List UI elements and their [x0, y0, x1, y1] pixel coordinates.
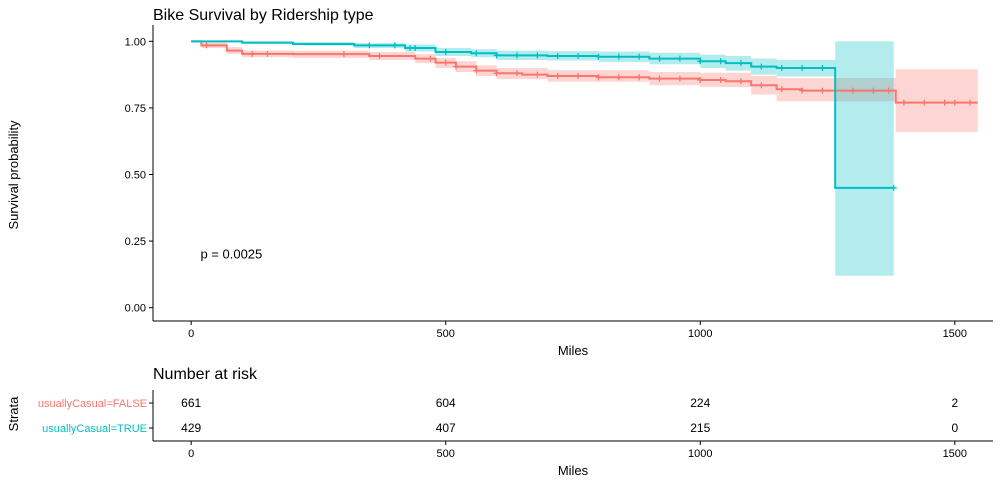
censor-mark — [870, 87, 877, 94]
p-value-annotation: p = 0.0025 — [200, 246, 262, 261]
censor-mark — [799, 87, 806, 94]
y-axis-label: Survival probability — [6, 120, 21, 230]
risk-x-tick-label: 1000 — [688, 448, 712, 460]
confidence-band-0 — [191, 41, 978, 132]
censor-mark — [534, 71, 541, 78]
chart-title: Bike Survival by Ridership type — [153, 7, 374, 24]
x-tick-label: 500 — [437, 328, 455, 340]
x-tick-label: 1500 — [943, 328, 967, 340]
censor-mark — [967, 99, 974, 106]
censor-mark — [656, 75, 663, 82]
risk-count: 604 — [436, 396, 456, 410]
x-axis-label: Miles — [558, 343, 589, 358]
censor-mark — [636, 74, 643, 81]
censor-mark — [376, 52, 383, 59]
risk-x-tick-label: 0 — [188, 448, 194, 460]
censor-mark — [514, 70, 520, 77]
censor-mark — [717, 76, 724, 83]
censor-mark — [442, 48, 449, 55]
censor-mark — [595, 74, 602, 81]
x-tick-label: 0 — [188, 328, 194, 340]
risk-count: 2 — [951, 396, 958, 410]
y-tick-label: 0.75 — [125, 103, 146, 115]
y-tick-label: 0.00 — [125, 303, 146, 315]
censor-mark — [452, 63, 459, 70]
censor-mark — [554, 52, 561, 59]
censor-mark — [717, 58, 724, 65]
risk-table-x-label: Miles — [558, 463, 589, 478]
x-tick-label: 1000 — [688, 328, 712, 340]
censor-mark — [366, 42, 373, 49]
censor-mark — [407, 44, 414, 51]
censor-mark — [697, 58, 704, 65]
risk-table-strata-label: Strata — [6, 396, 21, 431]
censor-mark — [340, 51, 347, 58]
survival-curve-0 — [191, 40, 978, 104]
y-tick-label: 1.00 — [125, 36, 146, 48]
censor-mark — [778, 86, 785, 93]
confidence-band-1 — [191, 41, 894, 276]
survival-curve-1 — [191, 40, 894, 189]
risk-strata-label: usuallyCasual=FALSE — [38, 398, 147, 410]
censor-mark — [442, 59, 449, 66]
censor-mark — [890, 184, 897, 191]
censor-mark — [900, 99, 907, 106]
censor-mark — [615, 53, 622, 60]
censor-mark — [575, 52, 582, 59]
risk-count: 661 — [181, 396, 201, 410]
censor-mark — [778, 64, 785, 71]
censor-mark — [758, 82, 765, 89]
censor-mark — [473, 67, 480, 74]
censor-mark — [738, 60, 744, 67]
risk-table: usuallyCasual=FALSE 661 604 224 2 usuallyCasu… — [38, 390, 993, 460]
censor-mark — [615, 74, 622, 81]
censor-mark — [595, 53, 602, 60]
censor-mark — [412, 44, 419, 51]
censor-mark — [676, 55, 683, 62]
censor-mark — [850, 87, 856, 94]
censor-mark — [941, 99, 948, 106]
censor-mark — [758, 63, 765, 70]
censor-mark — [636, 53, 643, 60]
censor-mark — [676, 75, 683, 82]
risk-count: 215 — [690, 421, 710, 435]
censor-mark — [738, 78, 744, 85]
censor-mark — [514, 52, 520, 59]
censor-mark — [249, 50, 256, 57]
censor-mark — [427, 55, 434, 62]
censor-mark — [656, 55, 663, 62]
censor-mark — [534, 52, 541, 59]
y-tick-label: 0.50 — [125, 170, 146, 182]
censor-mark — [799, 64, 806, 71]
censor-mark — [921, 99, 928, 106]
censor-mark — [819, 87, 826, 94]
plot-area: 0.00 0.25 0.50 0.75 1.00 0 500 1000 1500 — [125, 25, 993, 340]
censor-mark — [493, 52, 500, 59]
risk-count: 429 — [181, 421, 201, 435]
censor-mark — [264, 50, 271, 57]
censor-mark — [473, 50, 480, 57]
y-tick-label: 0.25 — [125, 236, 146, 248]
censor-mark — [554, 72, 561, 79]
risk-count: 407 — [436, 421, 456, 435]
risk-x-tick-label: 500 — [437, 448, 455, 460]
risk-table-title: Number at risk — [153, 366, 258, 383]
censor-mark — [885, 87, 892, 94]
risk-strata-label: usuallyCasual=TRUE — [42, 423, 147, 435]
censor-mark — [697, 76, 704, 83]
censor-mark — [951, 99, 958, 106]
censor-mark — [493, 70, 500, 77]
censor-mark — [391, 42, 398, 49]
censor-mark — [203, 42, 210, 49]
censor-mark — [819, 64, 826, 71]
risk-count: 0 — [951, 421, 958, 435]
censor-mark — [575, 72, 582, 79]
risk-x-tick-label: 1500 — [943, 448, 967, 460]
risk-count: 224 — [690, 396, 710, 410]
